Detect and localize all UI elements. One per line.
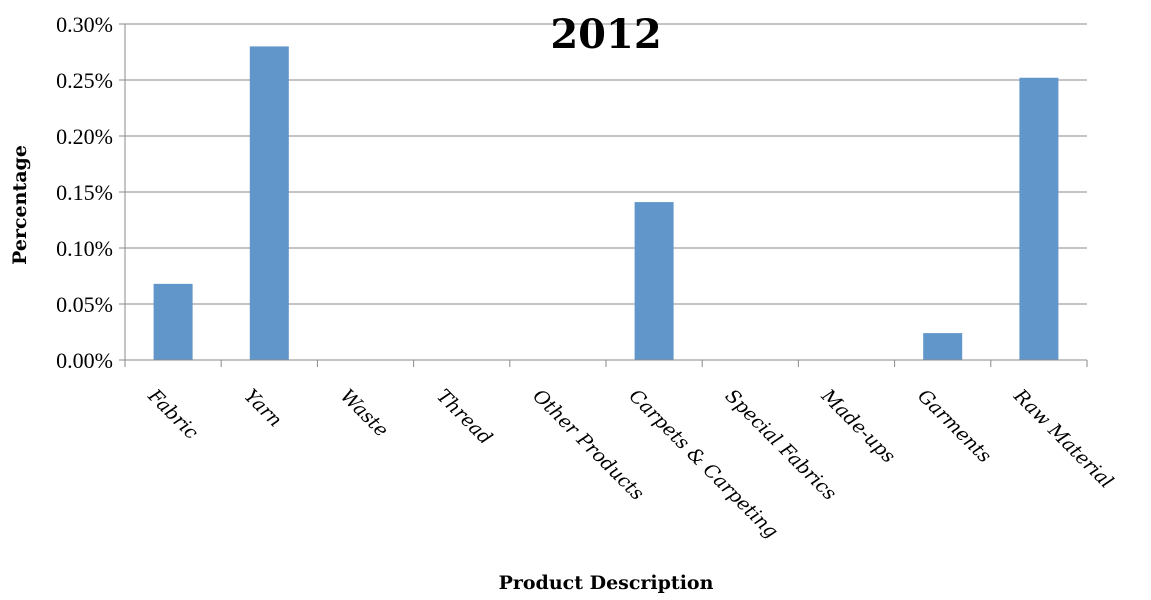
y-tick-labels: 0.00% 0.05% 0.10% 0.15% 0.20% 0.25% 0.30% <box>56 12 113 373</box>
y-tick-label: 0.30% <box>56 12 113 37</box>
x-axis-title: Product Description <box>499 572 714 594</box>
x-tick-label: Yarn <box>240 385 286 431</box>
y-tick-label: 0.05% <box>56 292 113 317</box>
y-tick-label: 0.10% <box>56 236 113 261</box>
bar <box>249 46 289 361</box>
axes <box>119 23 1088 367</box>
x-tick-label: Garments <box>913 385 996 468</box>
y-tick-label: 0.20% <box>56 124 113 149</box>
y-tick-label: 0.15% <box>56 180 113 205</box>
chart-title: 2012 <box>550 11 661 58</box>
y-tick-label: 0.25% <box>56 68 113 93</box>
x-tick-label: Made-ups <box>816 384 899 467</box>
x-tick-labels: Fabric Yarn Waste Thread Other ProductsCarpe… <box>143 384 1117 543</box>
bar <box>153 283 193 360</box>
y-tick-label: 0.00% <box>56 348 113 373</box>
x-tick-label: Raw Material <box>1009 384 1118 493</box>
x-tick-label: Fabric <box>143 384 203 444</box>
x-tick-label: Thread <box>432 385 496 449</box>
bars <box>153 46 1059 361</box>
bar <box>634 202 674 360</box>
y-axis-title: Percentage <box>9 145 31 265</box>
bar <box>1019 77 1059 360</box>
x-tick-label: Waste <box>336 385 392 441</box>
bar <box>923 333 963 360</box>
